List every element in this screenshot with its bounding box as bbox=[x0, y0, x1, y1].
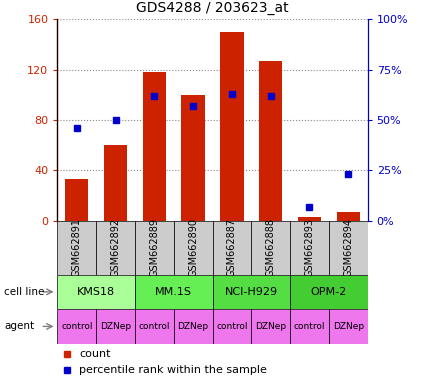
Text: count: count bbox=[79, 349, 110, 359]
Text: cell line: cell line bbox=[4, 287, 45, 297]
Text: KMS18: KMS18 bbox=[77, 287, 115, 297]
Bar bbox=[135, 221, 174, 275]
Text: control: control bbox=[139, 322, 170, 331]
Text: agent: agent bbox=[4, 321, 34, 331]
Text: control: control bbox=[216, 322, 248, 331]
Text: DZNep: DZNep bbox=[178, 322, 209, 331]
Bar bbox=[57, 221, 96, 275]
Text: GSM662891: GSM662891 bbox=[72, 218, 82, 277]
Text: DZNep: DZNep bbox=[255, 322, 286, 331]
Bar bbox=[96, 309, 135, 344]
Text: DZNep: DZNep bbox=[333, 322, 364, 331]
Text: control: control bbox=[294, 322, 325, 331]
Bar bbox=[329, 309, 368, 344]
Text: OPM-2: OPM-2 bbox=[311, 287, 347, 297]
Bar bbox=[104, 145, 127, 221]
Bar bbox=[96, 221, 135, 275]
Bar bbox=[174, 309, 212, 344]
Text: MM.1S: MM.1S bbox=[155, 287, 192, 297]
Title: GDS4288 / 203623_at: GDS4288 / 203623_at bbox=[136, 2, 289, 15]
Bar bbox=[212, 275, 290, 309]
Text: control: control bbox=[61, 322, 93, 331]
Text: NCI-H929: NCI-H929 bbox=[225, 287, 278, 297]
Text: GSM662893: GSM662893 bbox=[304, 218, 314, 277]
Bar bbox=[212, 221, 251, 275]
Text: GSM662888: GSM662888 bbox=[266, 218, 276, 277]
Bar bbox=[212, 309, 251, 344]
Text: GSM662889: GSM662889 bbox=[149, 218, 159, 277]
Text: GSM662890: GSM662890 bbox=[188, 218, 198, 277]
Bar bbox=[251, 309, 290, 344]
Bar bbox=[57, 275, 135, 309]
Bar bbox=[290, 309, 329, 344]
Text: DZNep: DZNep bbox=[100, 322, 131, 331]
Bar bbox=[290, 221, 329, 275]
Bar bbox=[329, 221, 368, 275]
Bar bbox=[251, 221, 290, 275]
Bar bbox=[259, 61, 282, 221]
Bar bbox=[135, 309, 174, 344]
Bar bbox=[220, 32, 244, 221]
Text: percentile rank within the sample: percentile rank within the sample bbox=[79, 365, 267, 375]
Bar bbox=[143, 72, 166, 221]
Bar bbox=[181, 95, 205, 221]
Text: GSM662894: GSM662894 bbox=[343, 218, 353, 277]
Bar bbox=[174, 221, 212, 275]
Bar bbox=[57, 309, 96, 344]
Bar bbox=[298, 217, 321, 221]
Bar bbox=[135, 275, 212, 309]
Text: GSM662887: GSM662887 bbox=[227, 218, 237, 277]
Bar bbox=[337, 212, 360, 221]
Text: GSM662892: GSM662892 bbox=[110, 218, 121, 277]
Bar bbox=[290, 275, 368, 309]
Bar bbox=[65, 179, 88, 221]
